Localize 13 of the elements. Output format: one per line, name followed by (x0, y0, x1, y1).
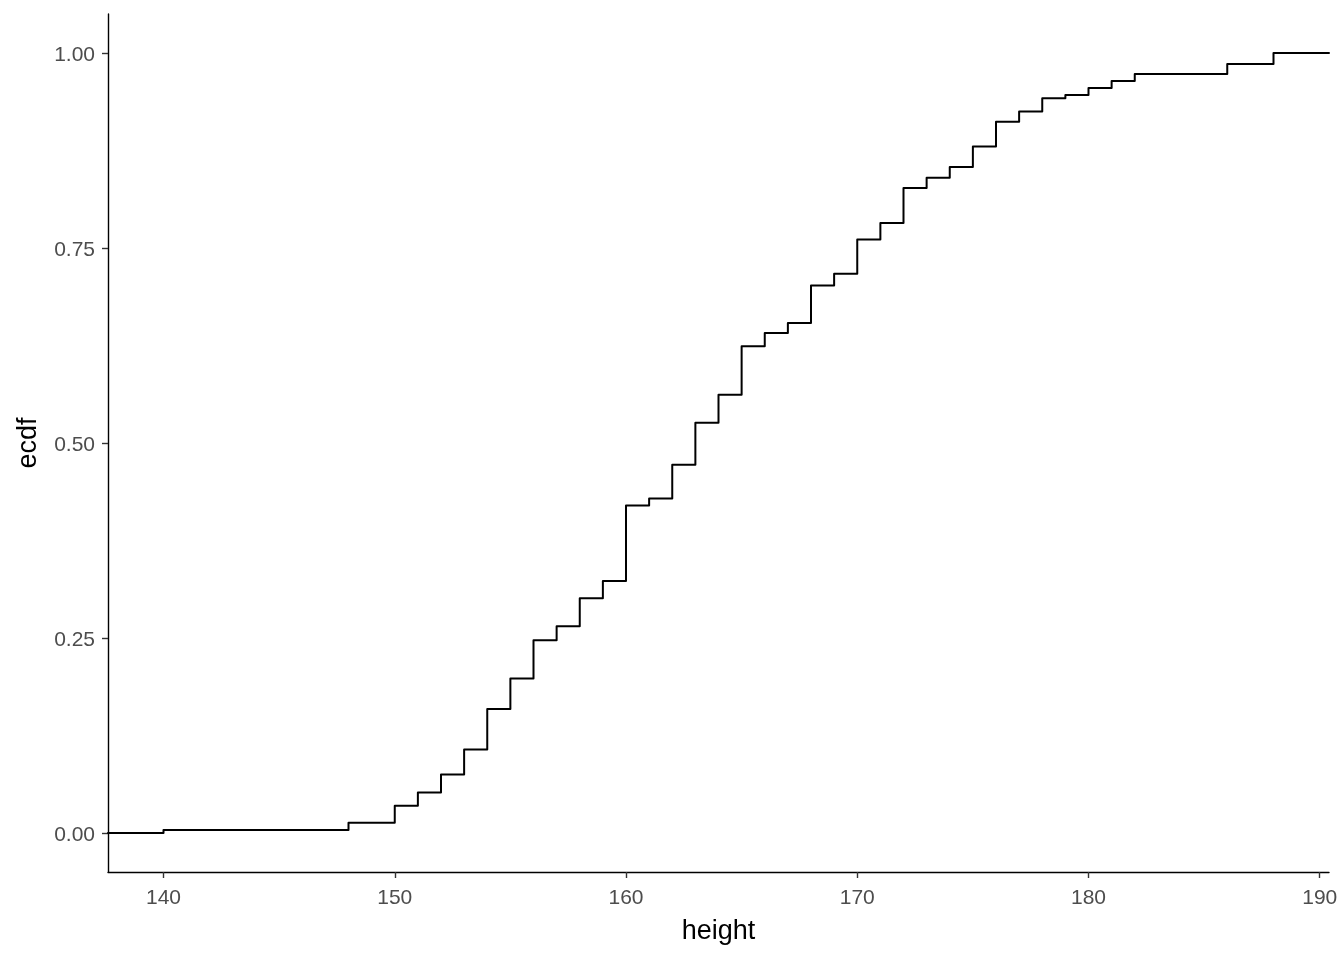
y-tick-label: 1.00 (54, 41, 95, 65)
y-tick-label: 0.25 (54, 626, 95, 650)
x-tick-label: 150 (377, 885, 413, 908)
y-axis-title: ecdf (11, 416, 42, 469)
x-tick-label: 140 (145, 885, 182, 908)
y-tick-label: 0.00 (54, 821, 95, 845)
x-tick-label: 160 (608, 885, 644, 908)
x-axis-title: height (681, 914, 756, 945)
y-tick-label: 0.50 (54, 431, 95, 455)
y-tick-label: 0.75 (54, 236, 95, 260)
x-tick-label: 190 (1302, 885, 1338, 908)
x-tick-label: 170 (839, 885, 875, 908)
x-tick-label: 180 (1070, 885, 1107, 908)
